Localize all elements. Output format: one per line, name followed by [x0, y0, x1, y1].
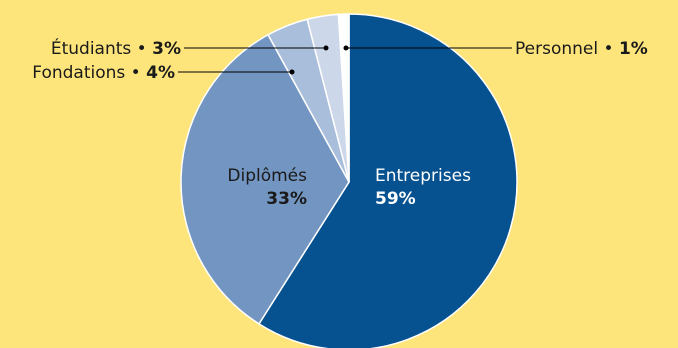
- label-fondations: Fondations • 4%: [32, 63, 175, 83]
- pie-slice-entreprises: [257, 13, 518, 348]
- label-entreprises-value: 59%: [375, 189, 416, 209]
- leader-dot-etudiants: [323, 45, 329, 51]
- label-diplomes-name: Diplômés: [227, 166, 307, 186]
- leader-lines: [178, 45, 512, 75]
- label-diplomes-value: 33%: [266, 189, 307, 209]
- leader-dot-fondations: [289, 69, 295, 75]
- label-personnel: Personnel • 1%: [515, 39, 648, 59]
- pie-slices: [180, 13, 518, 348]
- pie-slice-personnel: [337, 13, 350, 183]
- label-etudiants: Étudiants • 3%: [51, 37, 181, 59]
- label-entreprises-name: Entreprises: [375, 166, 471, 186]
- leader-dot-personnel: [343, 45, 349, 51]
